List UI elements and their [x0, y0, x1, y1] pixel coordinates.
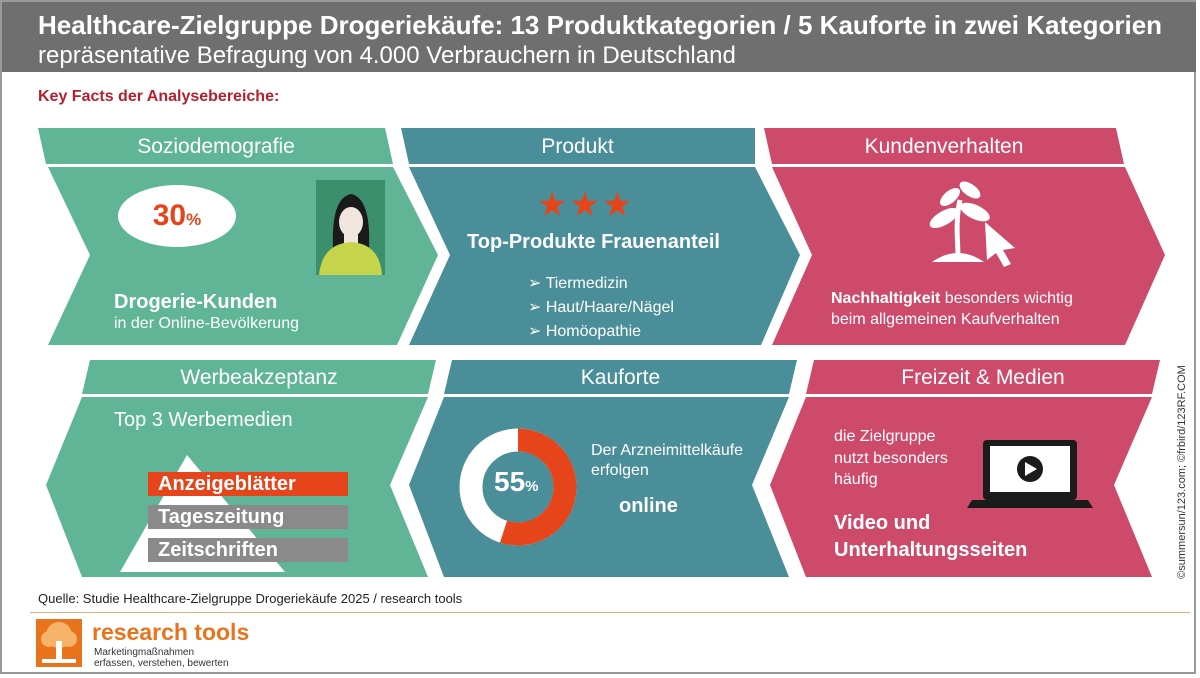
werbe-subheading: Top 3 Werbemedien [114, 409, 293, 431]
kauforte-text2: erfolgen [591, 462, 649, 479]
kunden-text: Nachhaltigkeit besonders wichtig [831, 290, 1073, 308]
werbeakzeptanz-heading: Werbeakzeptanz [180, 366, 338, 389]
tree-logo-icon [36, 619, 82, 667]
freizeit-text2: nutzt besonders [834, 450, 948, 467]
kauforte-heading: Kauforte [580, 366, 661, 389]
percent-pill: 30% [118, 185, 236, 247]
sozio-percent-sign: % [186, 210, 202, 229]
freizeit-text3: häufig [834, 471, 878, 488]
werbeakzeptanz-band [82, 360, 436, 394]
produkt-heading: Produkt [541, 135, 614, 158]
header-bar: Healthcare-Zielgruppe Drogeriekäufe: 13 … [2, 2, 1196, 72]
soziodemografie-band [38, 128, 393, 164]
rating-stars: ★★★ [537, 186, 635, 224]
kauforte-band [444, 360, 797, 394]
kundenverhalten-band [764, 128, 1124, 164]
kauforte-bold: online [619, 495, 678, 517]
sozio-percent-value: 30 [152, 199, 187, 232]
freizeit-bold2: Unterhaltungsseiten [834, 539, 1028, 561]
list-item: ➢ Tiermedizin [528, 275, 628, 292]
sozio-line: in der Online-Bevölkerung [114, 315, 299, 332]
page-subtitle: repräsentative Befragung von 4.000 Verbr… [38, 42, 736, 69]
kauforte-percent-sign: % [525, 478, 539, 495]
brand-tagline-2: erfassen, verstehen, bewerten [94, 658, 229, 669]
image-credit: ©summersun/123.com; ©frbird/123RF.COM [1176, 365, 1188, 579]
freizeit-bold1: Video und [834, 512, 931, 534]
produkt-panel [409, 167, 800, 345]
laptop-play-icon [967, 440, 1093, 508]
media-item-2: Tageszeitung [148, 505, 348, 529]
list-item: ➢ Haut/Haare/Nägel [528, 299, 674, 316]
produkt-list: ➢ Tiermedizin ➢ Haut/Haare/Nägel ➢ Homöo… [528, 272, 674, 344]
freizeit-heading: Freizeit & Medien [901, 366, 1065, 389]
media-item-1: Anzeigeblätter [148, 472, 348, 496]
kauforte-percent-value: 55 [494, 466, 526, 497]
footer-divider [30, 612, 1190, 613]
kunden-line2: beim allgemeinen Kaufverhalten [831, 311, 1060, 328]
freizeit-band [806, 360, 1160, 394]
kauforte-percent: 55% [494, 466, 539, 498]
brand-tagline-1: Marketingmaßnahmen [94, 647, 195, 658]
freizeit-text1: die Zielgruppe [834, 428, 936, 445]
source-note: Quelle: Studie Healthcare-Zielgruppe Dro… [38, 591, 463, 606]
woman-avatar-icon [316, 180, 385, 275]
brand-name: research tools [92, 619, 250, 645]
donut-center [483, 452, 553, 522]
kunden-bold-word: Nachhaltigkeit [831, 290, 941, 307]
key-facts-label: Key Facts der Analysebereiche: [38, 88, 280, 105]
soziodemografie-heading: Soziodemografie [137, 135, 295, 158]
sozio-bold-line: Drogerie-Kunden [114, 291, 278, 313]
produkt-band [401, 128, 755, 164]
produkt-bold-line: Top-Produkte Frauenanteil [467, 231, 720, 253]
kauforte-text1: Der Arzneimittelkäufe [591, 442, 744, 459]
kundenverhalten-heading: Kundenverhalten [864, 135, 1024, 158]
plant-cursor-icon [929, 181, 1015, 267]
page-title: Healthcare-Zielgruppe Drogeriekäufe: 13 … [38, 10, 1163, 40]
list-item: ➢ Homöopathie [528, 323, 642, 340]
media-item-3: Zeitschriften [148, 538, 348, 562]
donut-online-share [499, 428, 577, 546]
kunden-text-rest: besonders wichtig [940, 290, 1073, 307]
